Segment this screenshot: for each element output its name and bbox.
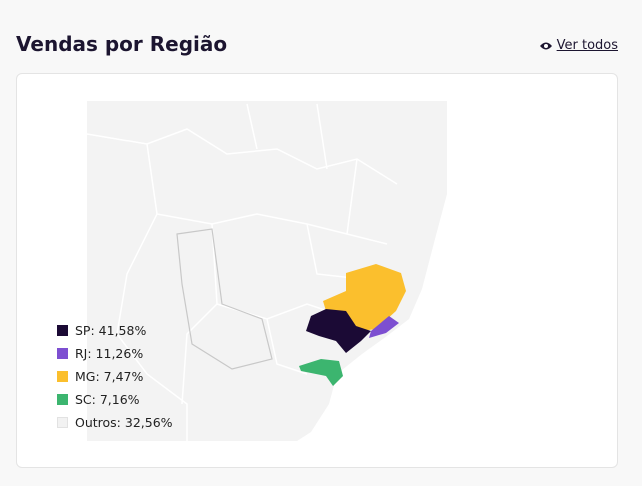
- legend-item: Outros: 32,56%: [57, 411, 173, 434]
- state-sc: [299, 359, 343, 386]
- state-rj: [369, 316, 399, 338]
- link-text[interactable]: Ver todos: [556, 38, 618, 53]
- legend-label: RJ: 11,26%: [75, 346, 144, 361]
- legend: SP: 41,58% RJ: 11,26% MG: 7,47% SC: 7,16% Ou…: [57, 319, 173, 434]
- bolivia-border: [176, 228, 273, 370]
- legend-label: SP: 41,58%: [75, 323, 147, 338]
- map: [86, 101, 447, 441]
- legend-swatch: [57, 325, 68, 336]
- title: Vendas por Região: [16, 32, 228, 56]
- legend-label: SC: 7,16%: [75, 392, 140, 407]
- legend-item: RJ: 11,26%: [57, 342, 173, 365]
- legend-swatch: [57, 348, 68, 359]
- legend-swatch: [57, 417, 68, 428]
- view-all-link[interactable]: Ver todos: [539, 38, 618, 53]
- state-sp: [306, 309, 371, 353]
- legend-label: Outros: 32,56%: [75, 415, 173, 430]
- legend-swatch: [57, 394, 68, 405]
- legend-item: SC: 7,16%: [57, 388, 173, 411]
- eye-icon: [539, 42, 552, 49]
- legend-item: SP: 41,58%: [57, 319, 173, 342]
- legend-label: MG: 7,47%: [75, 369, 144, 384]
- legend-swatch: [57, 371, 68, 382]
- borders: [86, 103, 398, 441]
- legend-item: MG: 7,47%: [57, 365, 173, 388]
- sea: [297, 101, 447, 441]
- card: SP: 41,58% RJ: 11,26% MG: 7,47% SC: 7,16% Ou…: [16, 73, 618, 468]
